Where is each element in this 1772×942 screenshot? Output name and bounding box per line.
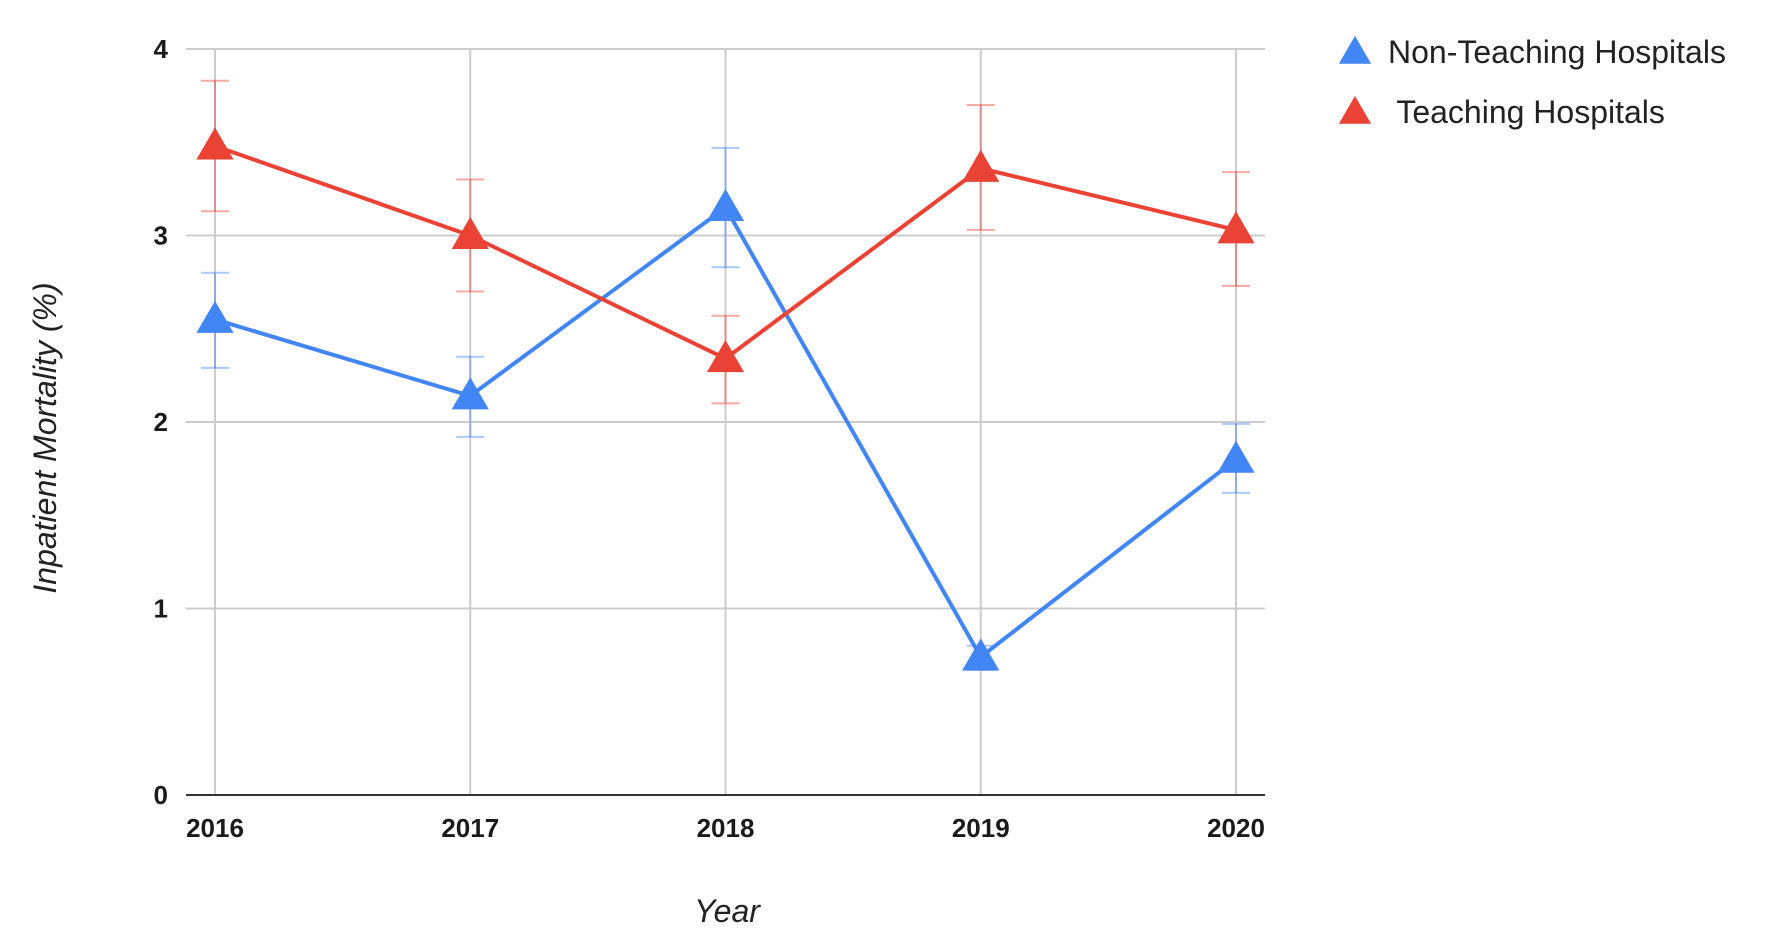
- x-axis-ticks: 2016 2017 2018 2019 2020: [186, 813, 1265, 843]
- legend-marker-non-teaching-hospitals: [1338, 35, 1372, 64]
- x-tick-label-2018: 2018: [697, 813, 755, 843]
- data-point-non-teaching-hospitals-2018: [706, 188, 745, 222]
- x-axis-title: Year: [694, 893, 761, 929]
- y-axis-ticks: 0 1 2 3 4: [154, 34, 169, 810]
- x-tick-label-2017: 2017: [441, 813, 499, 843]
- data-point-teaching-hospitals-2018: [706, 339, 745, 373]
- legend-marker-teaching-hospitals: [1338, 95, 1372, 124]
- data-point-teaching-hospitals-2017: [451, 216, 489, 249]
- y-axis-title: Inpatient Mortality (%): [27, 282, 63, 593]
- legend-label-non-teaching-hospitals: Non-Teaching Hospitals: [1388, 34, 1726, 70]
- x-tick-label-2019: 2019: [952, 813, 1010, 843]
- data-point-non-teaching-hospitals-2017: [451, 377, 489, 410]
- y-tick-label-4: 4: [154, 34, 169, 64]
- data-point-teaching-hospitals-2019: [962, 149, 1000, 182]
- data-point-non-teaching-hospitals-2016: [196, 300, 234, 333]
- y-tick-label-1: 1: [154, 594, 168, 624]
- data-point-non-teaching-hospitals-2019: [962, 638, 1000, 671]
- legend-label-teaching-hospitals: Teaching Hospitals: [1388, 94, 1665, 130]
- y-tick-label-0: 0: [154, 780, 168, 810]
- legend: Non-Teaching Hospitals Teaching Hospital…: [1338, 34, 1726, 130]
- x-tick-label-2016: 2016: [186, 813, 244, 843]
- data-point-teaching-hospitals-2020: [1217, 211, 1255, 244]
- y-tick-label-3: 3: [154, 221, 168, 251]
- data-point-non-teaching-hospitals-2020: [1217, 440, 1255, 473]
- x-tick-label-2020: 2020: [1207, 813, 1265, 843]
- data-point-teaching-hospitals-2016: [196, 127, 234, 160]
- grid-lines: [186, 48, 1265, 796]
- y-tick-label-2: 2: [154, 407, 168, 437]
- series-markers: [196, 127, 1255, 671]
